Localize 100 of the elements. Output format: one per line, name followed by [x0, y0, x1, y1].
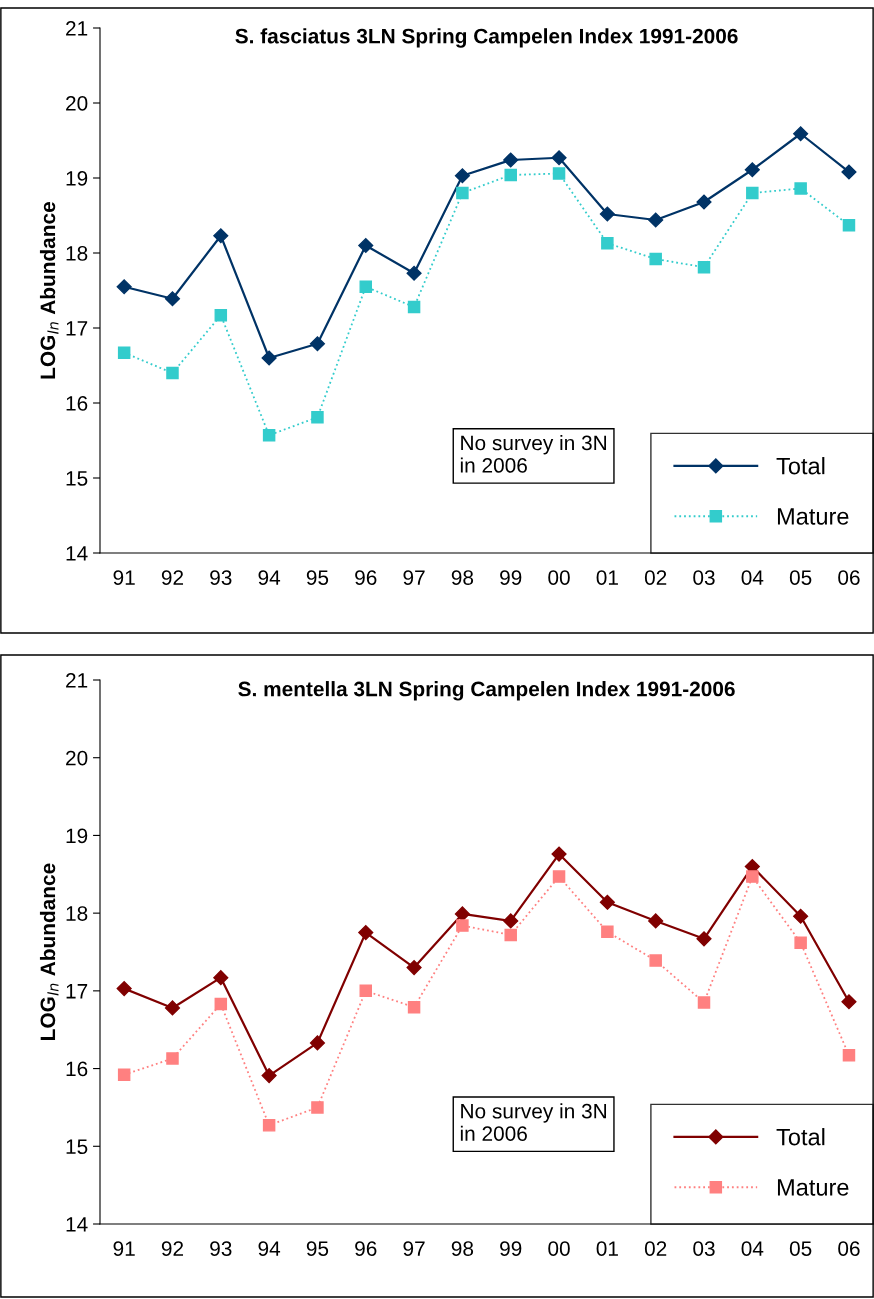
point — [454, 906, 470, 922]
y-tick-label: 18 — [66, 246, 88, 261]
x-tick-label: 97 — [403, 570, 425, 585]
legend-label: Total — [776, 1128, 825, 1146]
point — [262, 1119, 276, 1132]
point — [309, 1035, 326, 1051]
point — [842, 218, 856, 232]
point — [552, 870, 566, 883]
point — [166, 366, 179, 380]
point — [406, 265, 422, 281]
x-tick-label: 93 — [210, 1241, 232, 1256]
x-tick-label: 03 — [693, 570, 715, 585]
y-tick-label: 14 — [66, 546, 88, 561]
point — [599, 206, 615, 222]
x-tick-label: 00 — [548, 1241, 570, 1256]
x-tick-label: 01 — [596, 1241, 618, 1256]
y-tick-label: 18 — [66, 906, 88, 921]
x-tick-label: 97 — [403, 1241, 425, 1256]
point — [793, 908, 809, 924]
point — [117, 346, 131, 360]
chart-title: S. mentella 3LN Spring Campelen Index 1991-2006 — [238, 681, 735, 701]
y-tick-label: 21 — [66, 21, 88, 36]
x-tick-label: 98 — [451, 1241, 474, 1256]
x-tick-label: 00 — [548, 570, 570, 585]
point — [407, 300, 421, 314]
x-tick-label: 04 — [741, 1241, 764, 1256]
point — [311, 1101, 324, 1114]
point — [697, 260, 711, 274]
legend-label: Total — [776, 457, 825, 475]
legend-label: Mature — [777, 508, 849, 525]
point — [601, 236, 614, 250]
x-tick-label: 99 — [500, 570, 522, 585]
x-tick-label: 02 — [644, 1241, 667, 1256]
point — [504, 928, 517, 942]
y-tick-label: 15 — [66, 471, 88, 486]
x-tick-label: 95 — [306, 1241, 329, 1256]
x-tick-label: 06 — [838, 570, 860, 585]
point — [841, 164, 857, 180]
point — [503, 913, 519, 929]
point — [213, 970, 229, 986]
point — [456, 919, 469, 932]
point — [358, 237, 374, 254]
x-tick-label: 99 — [500, 1241, 522, 1256]
x-tick-label: 98 — [451, 570, 474, 585]
point — [697, 996, 711, 1009]
legend-label: Mature — [777, 1179, 849, 1196]
point — [601, 925, 614, 939]
point — [309, 336, 326, 352]
point — [261, 1067, 277, 1084]
y-tick-label: 17 — [66, 984, 88, 999]
y-tick-label: 14 — [66, 1217, 88, 1232]
point — [648, 212, 664, 228]
annotation: No survey in 3N in 2006 — [460, 435, 607, 473]
point — [551, 846, 567, 862]
point — [116, 980, 132, 997]
y-axis-title: LOG$_{ln}$ Abundance — [39, 863, 59, 1040]
x-tick-label: 92 — [161, 570, 184, 585]
y-tick-label: 19 — [66, 828, 88, 844]
point — [359, 280, 373, 294]
x-tick-label: 94 — [258, 570, 281, 585]
point — [794, 936, 807, 949]
point — [744, 162, 760, 178]
point — [794, 182, 807, 195]
point — [116, 279, 132, 295]
point — [841, 994, 857, 1010]
point — [311, 410, 324, 424]
x-tick-label: 01 — [596, 570, 618, 585]
y-tick-label: 20 — [66, 96, 88, 111]
point — [166, 1052, 179, 1065]
point — [359, 984, 373, 998]
x-tick-label: 02 — [644, 570, 667, 585]
point — [649, 252, 662, 266]
x-tick-label: 96 — [355, 1241, 377, 1256]
point — [407, 1000, 421, 1014]
x-tick-label: 05 — [789, 1241, 812, 1256]
point — [213, 228, 229, 244]
x-tick-label: 05 — [789, 570, 812, 585]
point — [164, 1000, 181, 1016]
point — [214, 308, 228, 322]
point — [746, 870, 759, 883]
point — [456, 186, 469, 200]
x-tick-label: 94 — [258, 1241, 281, 1256]
point — [503, 152, 519, 168]
point — [648, 913, 664, 929]
point — [358, 925, 374, 941]
point — [261, 350, 277, 366]
point — [649, 954, 662, 967]
point — [599, 894, 615, 910]
y-tick-label: 16 — [66, 1061, 88, 1077]
x-tick-label: 03 — [693, 1241, 715, 1256]
y-tick-label: 19 — [66, 171, 88, 186]
y-tick-label: 15 — [66, 1139, 88, 1155]
point — [164, 291, 181, 307]
x-tick-label: 93 — [210, 570, 232, 585]
y-tick-label: 21 — [66, 673, 88, 688]
x-tick-label: 91 — [113, 1241, 135, 1256]
x-tick-label: 04 — [741, 570, 764, 585]
point — [406, 959, 422, 976]
y-tick-label: 17 — [66, 321, 88, 336]
y-tick-label: 20 — [66, 750, 88, 766]
